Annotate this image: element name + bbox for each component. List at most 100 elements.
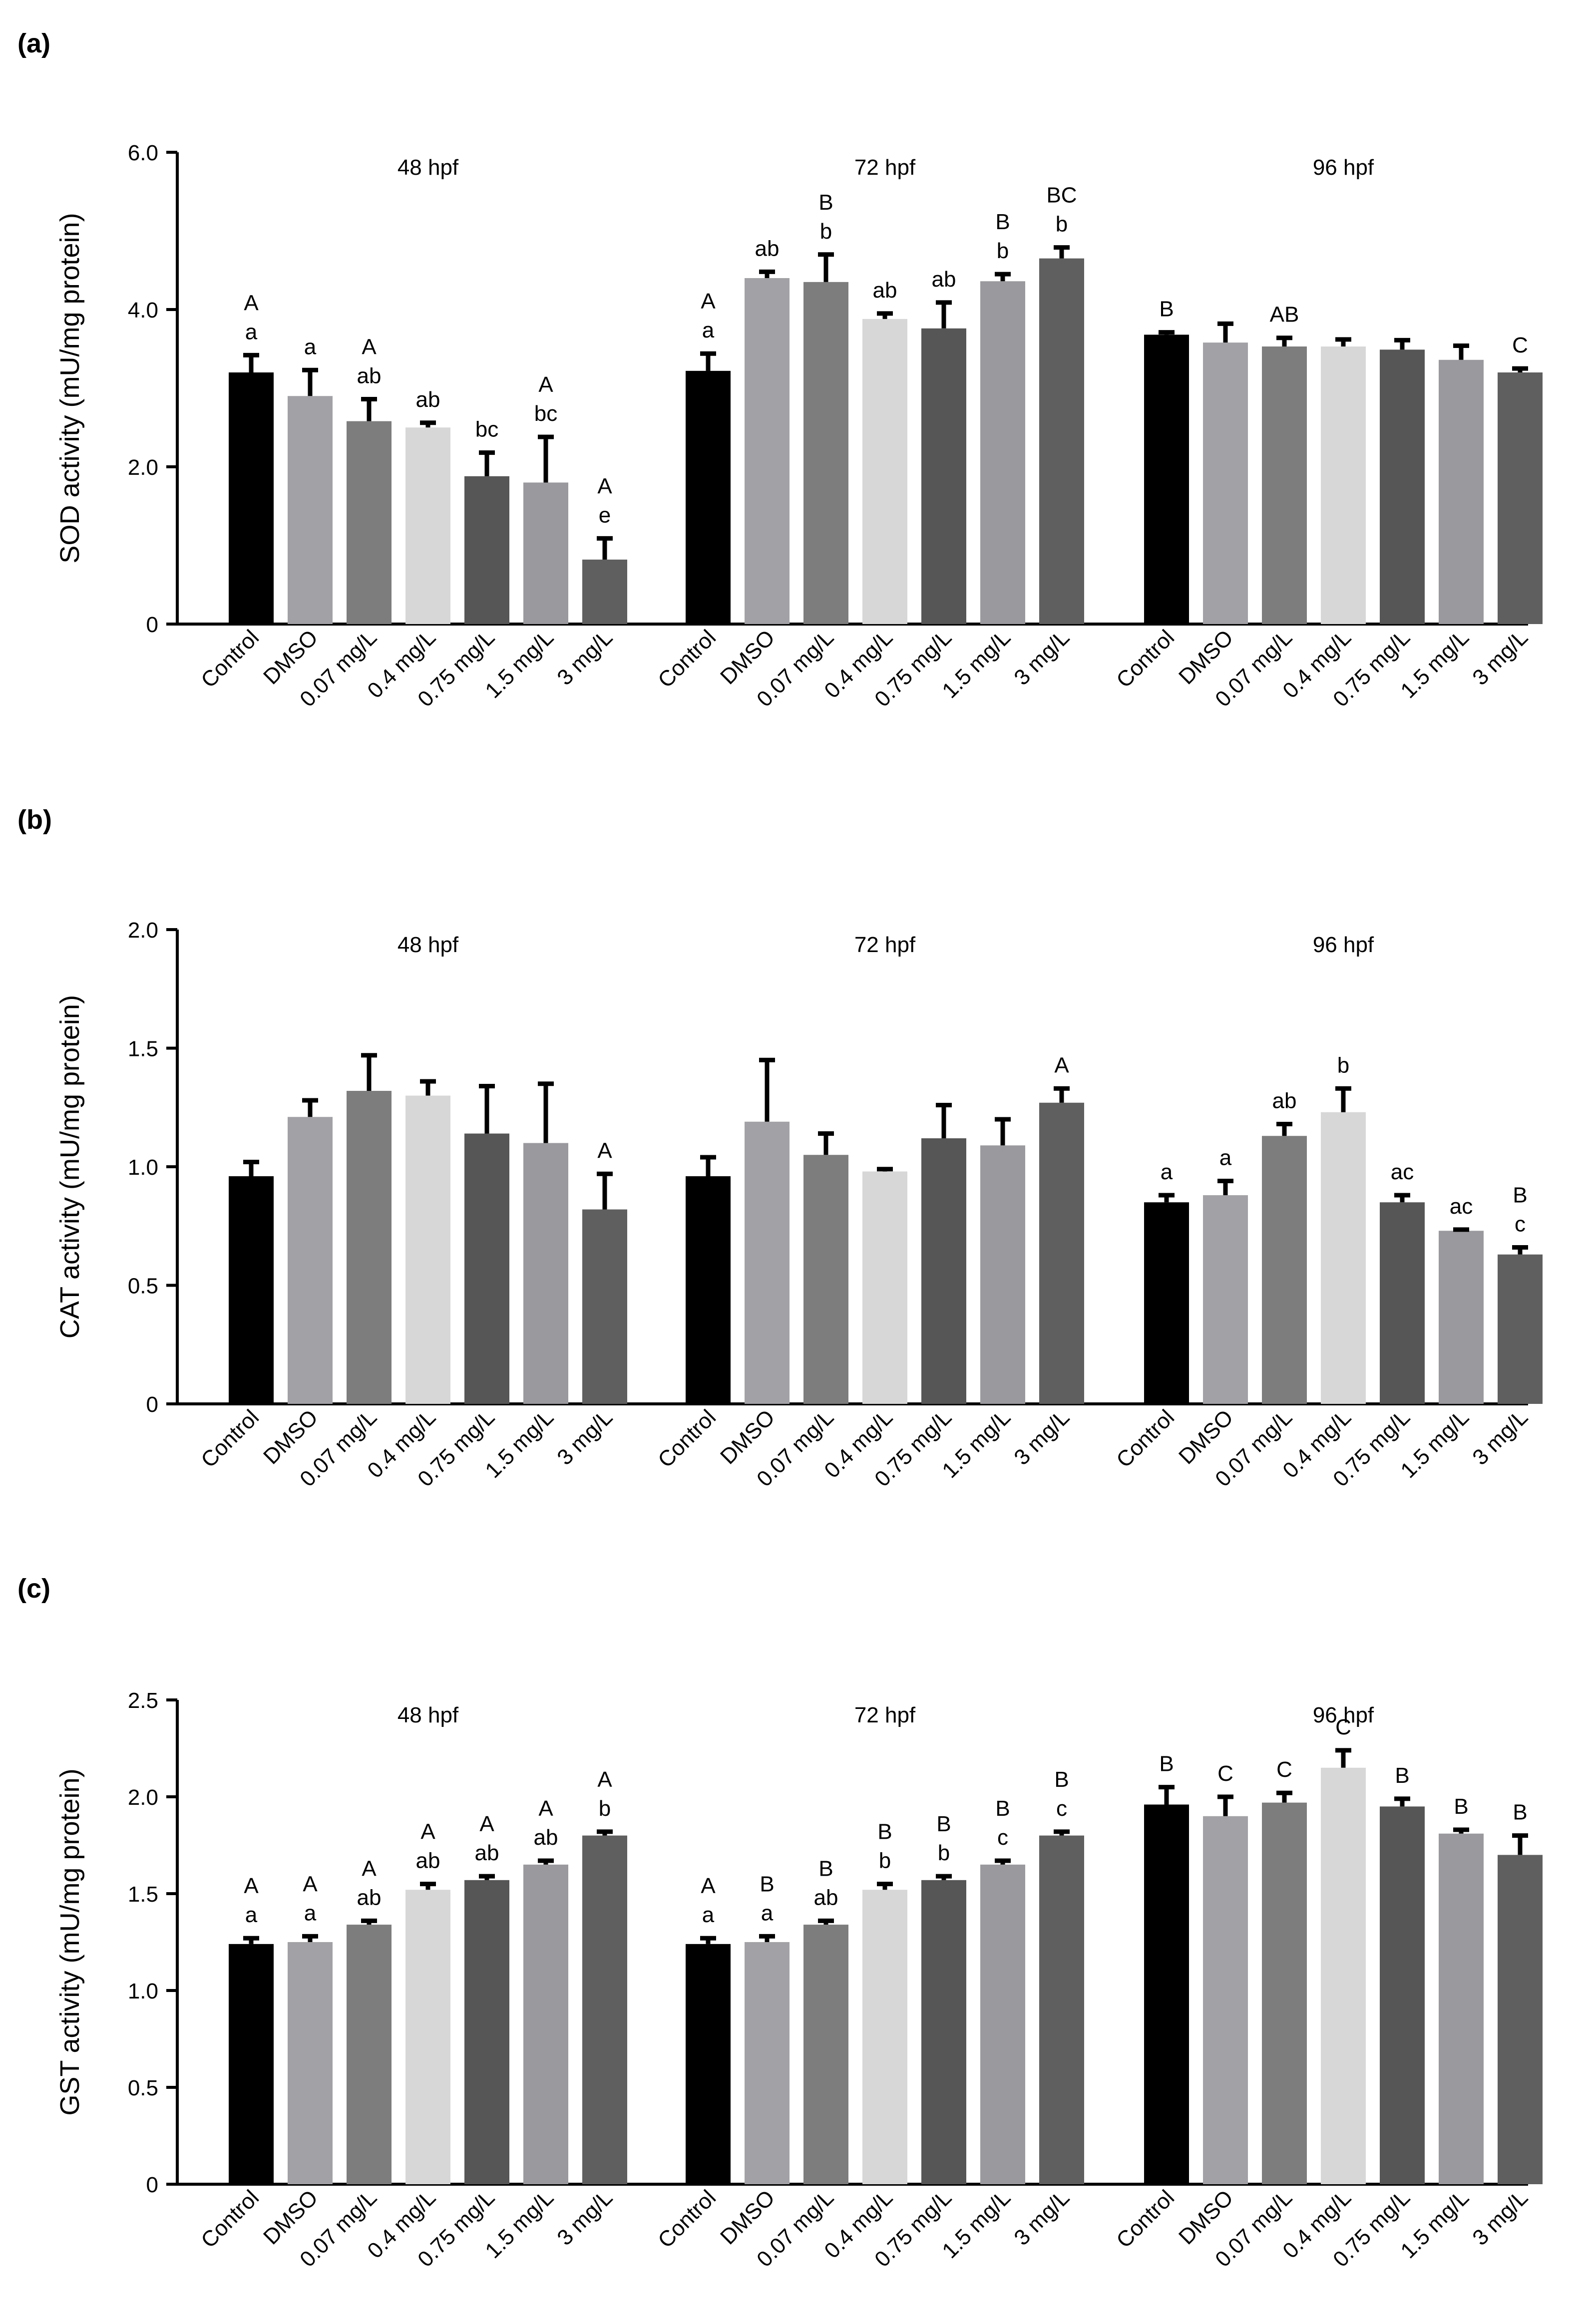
bar xyxy=(523,482,568,624)
bar xyxy=(1380,1806,1425,2184)
significance-letter: A xyxy=(701,1874,716,1898)
significance-letter: ab xyxy=(416,387,440,412)
category-label: 3 mg/L xyxy=(1009,2185,1074,2250)
bar xyxy=(921,1138,966,1404)
significance-letter: A xyxy=(303,1872,318,1896)
bar xyxy=(288,1117,333,1404)
significance-letter: A xyxy=(538,1796,553,1821)
bar xyxy=(1439,1833,1484,2184)
bar xyxy=(1262,1802,1307,2184)
bar xyxy=(1039,1102,1084,1404)
significance-letter: A xyxy=(362,335,377,359)
significance-letter: A xyxy=(1054,1053,1069,1077)
significance-letter: A xyxy=(362,1856,377,1881)
bar xyxy=(980,1864,1025,2184)
bar xyxy=(1498,1254,1543,1404)
significance-letter: C xyxy=(1335,1715,1351,1739)
group-title: 72 hpf xyxy=(854,155,916,180)
bar xyxy=(1203,1195,1248,1404)
significance-letter: A xyxy=(244,1874,259,1898)
category-label: 3 mg/L xyxy=(552,1405,617,1470)
significance-letter: A xyxy=(538,372,553,397)
bar xyxy=(1203,1816,1248,2184)
y-tick-label: 0 xyxy=(146,1392,158,1417)
significance-letter: B xyxy=(936,1812,951,1836)
bar xyxy=(229,1944,274,2184)
significance-letter: C xyxy=(1512,333,1528,357)
significance-letter: a xyxy=(702,1903,715,1927)
bar xyxy=(1144,334,1189,624)
bar xyxy=(803,282,848,624)
significance-letter: a xyxy=(1161,1160,1173,1184)
significance-letter: B xyxy=(877,1820,892,1844)
bar xyxy=(523,1143,568,1404)
significance-letter: a xyxy=(304,334,317,359)
bar xyxy=(1380,1202,1425,1404)
significance-letter: B xyxy=(995,1796,1010,1821)
bar xyxy=(1039,1835,1084,2184)
y-tick-label: 2.5 xyxy=(128,1688,158,1713)
significance-letter: B xyxy=(818,190,833,215)
category-label: Control xyxy=(653,625,721,692)
significance-letter: C xyxy=(1276,1757,1292,1782)
category-label: 3 mg/L xyxy=(1009,1405,1074,1470)
bar xyxy=(347,1091,392,1404)
significance-letter: e xyxy=(599,503,611,527)
significance-letter: b xyxy=(599,1796,611,1821)
category-label: Control xyxy=(653,1405,721,1472)
group-title: 96 hpf xyxy=(1313,933,1374,957)
bar xyxy=(1498,1855,1543,2184)
y-axis-label: SOD activity (mU/mg protein) xyxy=(55,213,85,563)
significance-letter: ab xyxy=(357,1885,382,1910)
y-tick-label: 0 xyxy=(146,2173,158,2197)
bar xyxy=(464,476,509,624)
bar xyxy=(1439,359,1484,624)
bar xyxy=(288,396,333,624)
y-tick-label: 1.0 xyxy=(128,1155,158,1180)
group-title: 48 hpf xyxy=(397,1703,459,1727)
panel-tag: (c) xyxy=(17,1574,50,1604)
bar xyxy=(464,1133,509,1404)
bar xyxy=(1321,346,1366,624)
significance-letter: ac xyxy=(1391,1160,1414,1184)
bar xyxy=(745,278,790,624)
significance-letter: B xyxy=(1395,1763,1409,1788)
bar xyxy=(1262,346,1307,624)
group-title: 96 hpf xyxy=(1313,1703,1374,1727)
significance-letter: B xyxy=(1513,1183,1527,1208)
bar xyxy=(862,1171,907,1404)
bar xyxy=(745,1942,790,2184)
significance-letter: A xyxy=(597,1767,612,1792)
significance-letter: C xyxy=(1217,1761,1233,1786)
bar xyxy=(862,319,907,624)
bar xyxy=(1262,1136,1307,1404)
significance-letter: B xyxy=(1054,1767,1069,1792)
significance-letter: b xyxy=(938,1841,950,1865)
significance-letter: ab xyxy=(755,236,780,261)
group-title: 72 hpf xyxy=(854,1703,916,1727)
bar xyxy=(1039,258,1084,624)
significance-letter: a xyxy=(761,1901,774,1925)
significance-letter: bc xyxy=(534,401,557,426)
bar xyxy=(405,427,450,624)
y-tick-label: 2.0 xyxy=(128,455,158,480)
bar xyxy=(229,1176,274,1404)
significance-letter: a xyxy=(702,318,715,342)
group-title: 72 hpf xyxy=(854,933,916,957)
category-label: Control xyxy=(1112,625,1179,692)
significance-letter: B xyxy=(1513,1800,1527,1825)
significance-letter: B xyxy=(818,1856,833,1881)
bar xyxy=(347,421,392,624)
significance-letter: a xyxy=(1219,1146,1232,1170)
significance-letter: AB xyxy=(1270,303,1299,327)
bar xyxy=(1380,349,1425,624)
bar xyxy=(686,1944,731,2184)
bar xyxy=(288,1942,333,2184)
bar xyxy=(1498,372,1543,624)
bar xyxy=(803,1925,848,2184)
bar xyxy=(405,1890,450,2184)
y-tick-label: 1.5 xyxy=(128,1037,158,1061)
significance-letter: ab xyxy=(873,278,897,303)
category-label: 3 mg/L xyxy=(1009,625,1074,690)
significance-letter: a xyxy=(304,1901,317,1925)
